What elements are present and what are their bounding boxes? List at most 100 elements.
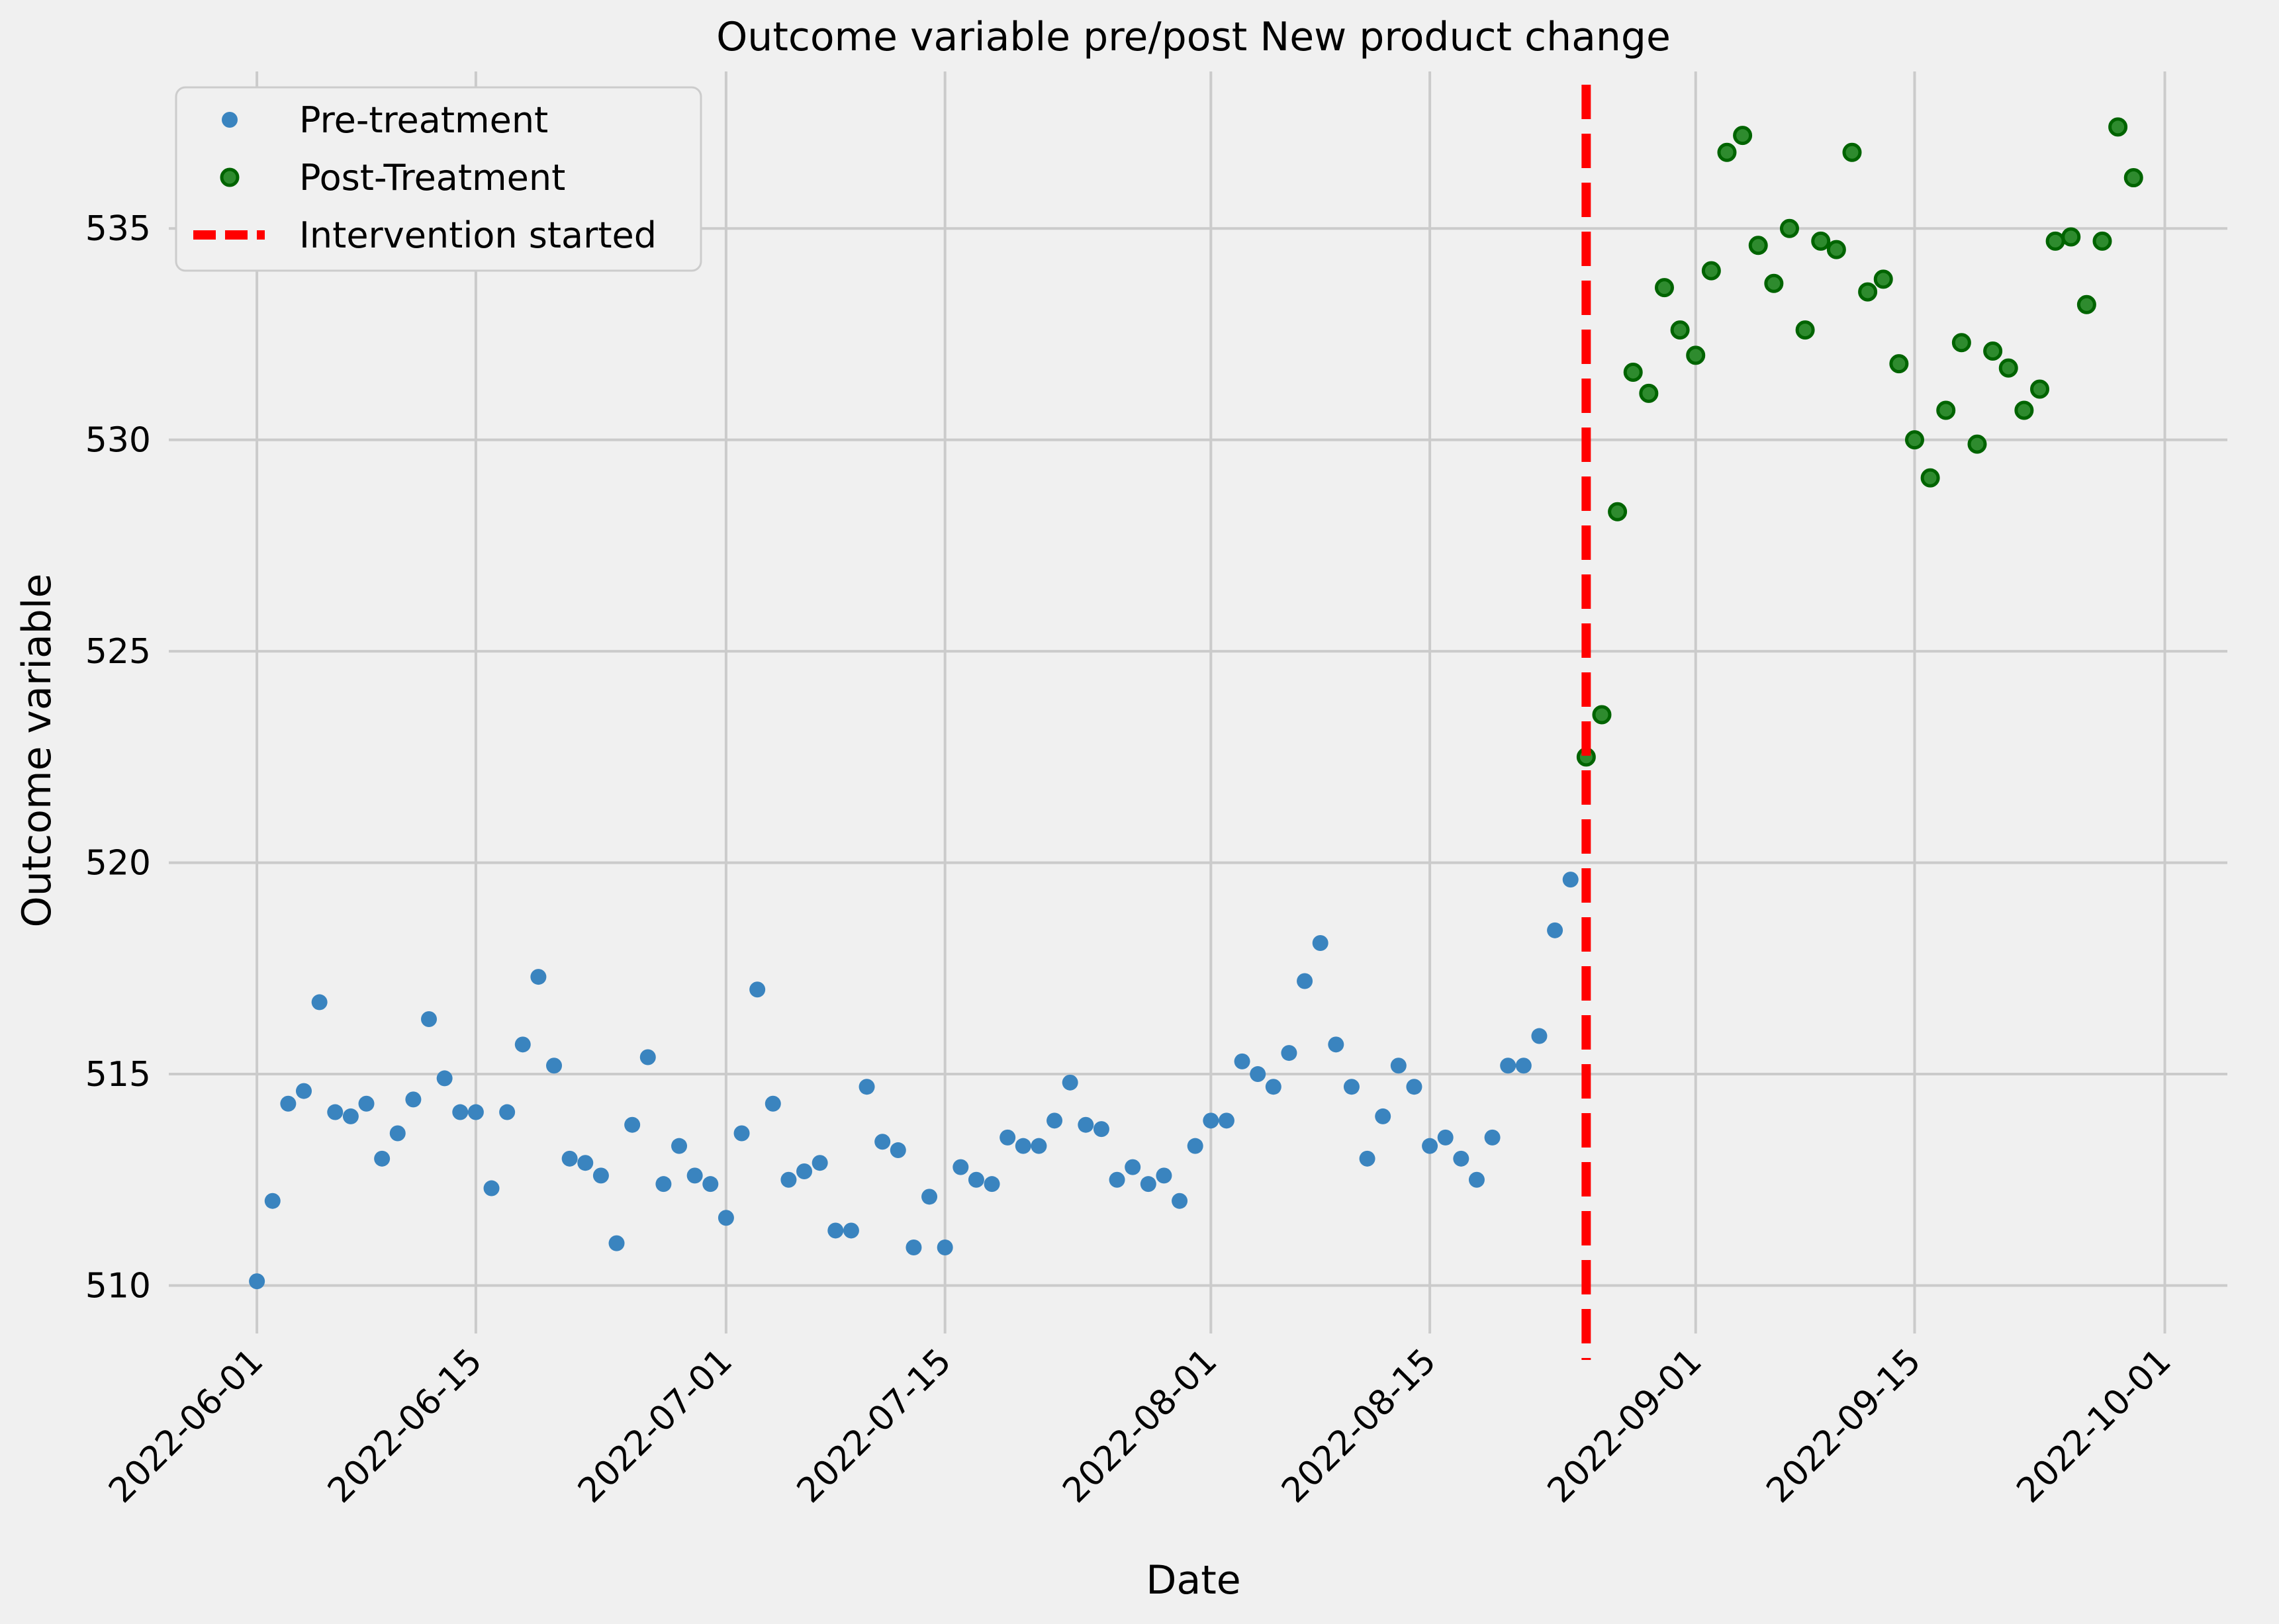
pre-treatment-point-71: [1359, 1150, 1375, 1167]
pre-treatment-point-1: [264, 1193, 281, 1209]
pre-treatment-point-58: [1156, 1167, 1172, 1184]
pre-treatment-point-13: [452, 1104, 469, 1120]
pre-treatment-point-53: [1078, 1116, 1094, 1133]
pre-treatment-point-8: [374, 1150, 391, 1167]
post-treatment-point-16: [1826, 240, 1846, 259]
pre-treatment-point-36: [812, 1155, 828, 1171]
y-tick-label-0: 510: [85, 1266, 151, 1306]
pre-treatment-point-22: [592, 1167, 609, 1184]
pre-treatment-point-4: [311, 994, 328, 1011]
pre-treatment-point-80: [1500, 1058, 1516, 1074]
y-tick-label-4: 530: [85, 421, 151, 461]
y-tick-label-5: 535: [85, 209, 151, 249]
y-gridlines: [169, 227, 2227, 1287]
pre-treatment-point-14: [467, 1104, 484, 1120]
post-treatment-point-21: [1904, 430, 1924, 450]
pre-treatment-point-29: [702, 1176, 719, 1193]
post-treatment-point-27: [1998, 358, 2018, 378]
post-treatment-point-22: [1920, 468, 1940, 488]
pre-treatment-point-25: [639, 1049, 656, 1065]
post-treatment-point-11: [1748, 236, 1768, 255]
post-treatment-point-3: [1623, 362, 1643, 382]
pre-treatment-point-44: [937, 1239, 953, 1255]
pre-treatment-point-10: [405, 1091, 422, 1108]
pre-treatment-point-50: [1031, 1138, 1047, 1154]
legend-box: [175, 86, 702, 272]
post-treatment-point-1: [1592, 705, 1612, 725]
post-treatment-point-9: [1717, 142, 1737, 162]
pre-treatment-point-42: [906, 1239, 922, 1255]
legend-label-intervention: Intervention started: [299, 214, 657, 256]
pre-treatment-point-18: [530, 969, 547, 985]
pre-treatment-point-5: [327, 1104, 344, 1120]
pre-treatment-point-77: [1453, 1150, 1469, 1167]
post-treatment-point-12: [1764, 273, 1784, 293]
pre-treatment-point-46: [968, 1171, 984, 1188]
pre-treatment-point-37: [827, 1222, 844, 1239]
pre-treatment-point-70: [1343, 1079, 1360, 1095]
post-treatment-point-13: [1779, 218, 1799, 238]
pre-treatment-point-30: [718, 1210, 734, 1226]
post-treatment-point-7: [1686, 345, 1706, 365]
pre-treatment-point-26: [655, 1176, 672, 1193]
y-tick-label-3: 525: [85, 632, 151, 672]
pre-treatment-point-15: [483, 1180, 500, 1196]
pre-treatment-point-28: [686, 1167, 703, 1184]
pre-treatment-point-84: [1562, 872, 1579, 888]
pre-treatment-point-35: [796, 1163, 813, 1179]
pre-treatment-point-34: [780, 1171, 797, 1188]
pre-treatment-point-81: [1515, 1058, 1532, 1074]
x-gridlines: [256, 71, 2166, 1333]
pre-treatment-point-49: [1015, 1138, 1031, 1154]
post-treatment-point-10: [1733, 126, 1753, 146]
data-points: [249, 117, 2143, 1290]
pre-treatment-point-75: [1422, 1138, 1438, 1154]
pre-treatment-point-16: [499, 1104, 516, 1120]
pre-treatment-point-19: [546, 1058, 563, 1074]
pre-treatment-point-7: [358, 1095, 375, 1112]
pre-treatment-point-41: [890, 1142, 906, 1159]
pre-treatment-point-72: [1375, 1108, 1391, 1124]
pre-treatment-point-65: [1265, 1079, 1281, 1095]
y-axis-label: Outcome variable: [14, 574, 60, 928]
y-tick-label-1: 515: [85, 1055, 151, 1095]
post-treatment-point-29: [2029, 379, 2049, 399]
pre-treatment-point-2: [280, 1095, 297, 1112]
pre-treatment-point-59: [1172, 1193, 1188, 1209]
pre-treatment-point-73: [1390, 1058, 1407, 1074]
post-treatment-point-31: [2061, 227, 2081, 247]
pre-treatment-point-55: [1109, 1171, 1125, 1188]
legend-marker-pre: [222, 112, 238, 128]
pre-treatment-point-62: [1218, 1112, 1234, 1129]
pre-treatment-point-47: [984, 1176, 1000, 1193]
post-treatment-point-2: [1608, 502, 1628, 521]
post-treatment-point-4: [1639, 383, 1659, 403]
pre-treatment-point-51: [1046, 1112, 1063, 1129]
pre-treatment-point-60: [1187, 1138, 1203, 1154]
pre-treatment-point-3: [296, 1083, 312, 1099]
post-treatment-point-20: [1889, 354, 1909, 374]
pre-treatment-point-83: [1547, 922, 1563, 938]
post-treatment-point-26: [1983, 341, 2003, 361]
pre-treatment-point-6: [342, 1108, 359, 1124]
pre-treatment-point-11: [421, 1011, 438, 1027]
post-treatment-point-15: [1811, 231, 1831, 251]
pre-treatment-point-9: [389, 1125, 406, 1142]
post-treatment-point-8: [1701, 261, 1721, 281]
pre-treatment-point-57: [1140, 1176, 1156, 1193]
pre-treatment-point-21: [577, 1155, 594, 1171]
pre-treatment-point-33: [765, 1095, 781, 1112]
pre-treatment-point-52: [1062, 1074, 1078, 1091]
pre-treatment-point-74: [1406, 1079, 1422, 1095]
post-treatment-point-25: [1967, 434, 1987, 454]
pre-treatment-point-48: [1000, 1129, 1016, 1146]
post-treatment-point-5: [1654, 278, 1674, 298]
pre-treatment-point-45: [953, 1159, 969, 1175]
pre-treatment-point-69: [1328, 1036, 1344, 1053]
post-treatment-point-33: [2092, 231, 2112, 251]
post-treatment-point-14: [1795, 320, 1815, 340]
pre-treatment-point-68: [1312, 934, 1328, 951]
pre-treatment-point-79: [1484, 1129, 1501, 1146]
pre-treatment-point-78: [1468, 1171, 1485, 1188]
